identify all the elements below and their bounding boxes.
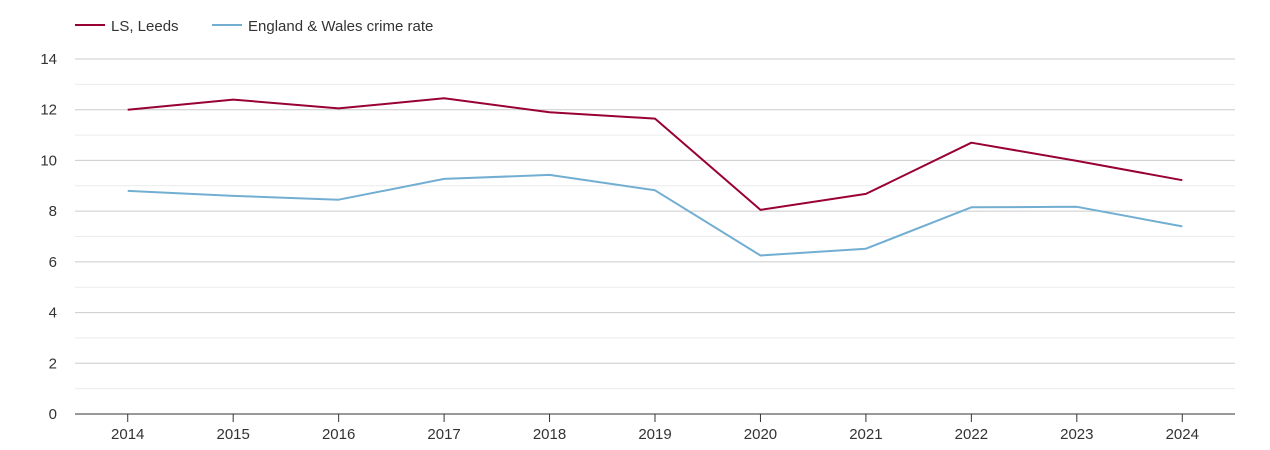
x-tick-label: 2014 <box>111 426 144 443</box>
series-line-0 <box>127 97 1183 211</box>
legend: LS, Leeds England & Wales crime rate <box>75 18 433 35</box>
legend-label-england-wales: England & Wales crime rate <box>248 18 433 35</box>
x-tick-label: 2019 <box>638 426 671 443</box>
x-tick-label: 2015 <box>216 426 249 443</box>
x-tick-label: 2022 <box>955 426 988 443</box>
y-tick-label: 6 <box>49 254 57 271</box>
axes: 0 2 4 6 8 10 12 14 2014 2015 2016 2017 2018 2019 2020 2… <box>40 51 1235 443</box>
y-tick-label: 2 <box>49 355 57 372</box>
x-tick-label: 2016 <box>322 426 355 443</box>
x-tick-label: 2017 <box>427 426 460 443</box>
x-tick-label: 2023 <box>1060 426 1093 443</box>
y-tick-label: 10 <box>40 152 57 169</box>
y-tick-label: 8 <box>49 203 57 220</box>
x-tick-label: 2020 <box>744 426 777 443</box>
series-lines <box>127 97 1183 257</box>
y-tick-label: 12 <box>40 102 57 119</box>
legend-label-leeds: LS, Leeds <box>111 18 179 35</box>
series-line-1 <box>127 173 1183 257</box>
x-tick-label: 2018 <box>533 426 566 443</box>
y-tick-label: 14 <box>40 51 57 68</box>
x-tick-label: 2024 <box>1166 426 1199 443</box>
y-tick-label: 0 <box>49 406 57 423</box>
y-tick-label: 4 <box>49 305 57 322</box>
gridlines <box>75 58 1235 390</box>
x-tick-label: 2021 <box>849 426 882 443</box>
